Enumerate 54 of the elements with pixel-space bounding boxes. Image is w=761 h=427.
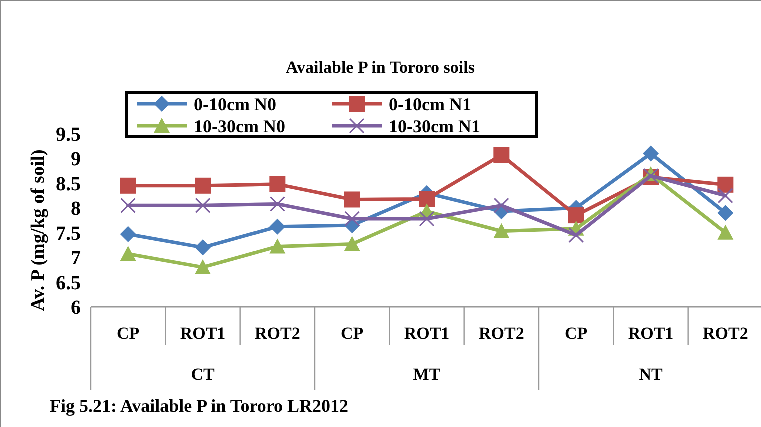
text: CT <box>191 365 216 384</box>
point <box>718 188 734 204</box>
legend-label: 10-30cm N0 <box>194 116 286 136</box>
text: NT <box>639 365 664 384</box>
x-tick-label: ROT1 <box>628 324 674 343</box>
point <box>643 146 659 162</box>
y-tick-label: 7.5 <box>56 222 81 245</box>
point <box>195 259 211 274</box>
point <box>419 211 435 227</box>
point <box>270 196 286 212</box>
x-tick-label: ROT2 <box>478 324 524 343</box>
y-tick-label: 6.5 <box>56 272 81 294</box>
legend-label: 0-10cm N1 <box>389 94 472 114</box>
point <box>494 223 510 238</box>
point <box>344 192 360 208</box>
point <box>718 205 734 222</box>
y-tick-label: 8 <box>71 198 81 220</box>
point <box>120 198 136 214</box>
point <box>120 178 136 194</box>
y-tick-label: 6 <box>71 297 81 319</box>
legend-label: 10-30cm N1 <box>389 116 480 136</box>
point <box>120 226 136 242</box>
point <box>419 191 435 208</box>
x-tick-label: CP <box>340 324 364 343</box>
point <box>195 240 211 256</box>
x-tick-label: CP <box>116 324 140 343</box>
point <box>344 236 360 252</box>
point <box>568 228 584 244</box>
point <box>344 211 360 227</box>
x-tick-label: CP <box>564 324 588 343</box>
point <box>120 246 136 262</box>
chart-title: Available P in Tororo soils <box>286 58 476 77</box>
x-tick-label: ROT1 <box>180 324 226 343</box>
point <box>494 147 510 164</box>
point <box>568 208 584 224</box>
y-tick-label: 8.5 <box>56 173 81 196</box>
y-tick-label: 7 <box>71 248 81 270</box>
text: MT <box>413 365 442 384</box>
point <box>718 176 734 193</box>
y-axis-title: Av. P (mg/kg of soil) <box>28 150 49 312</box>
point <box>270 218 286 235</box>
x-tick-label: ROT1 <box>404 324 450 343</box>
point <box>270 176 286 192</box>
point <box>195 178 211 194</box>
point <box>494 198 510 214</box>
y-tick-label: 9 <box>71 148 81 171</box>
point <box>718 224 734 240</box>
point <box>270 238 286 254</box>
x-tick-label: ROT2 <box>254 324 300 343</box>
point <box>195 198 211 214</box>
legend-label: 0-10cm N0 <box>194 94 276 114</box>
caption: Fig 5.21: Available P in Tororo LR2012 <box>50 396 349 416</box>
x-tick-label: ROT2 <box>702 324 748 343</box>
y-tick-label: 9.5 <box>56 124 81 146</box>
